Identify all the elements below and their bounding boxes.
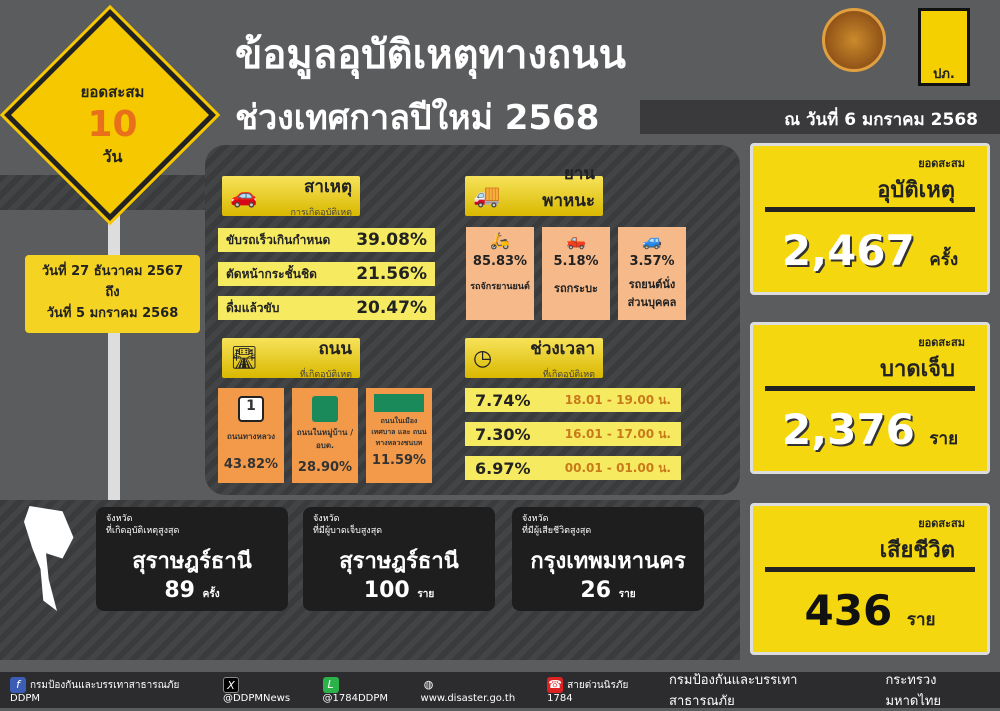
road-card: 1 ถนนทางหลวง 43.82%: [218, 388, 284, 483]
pickup-icon: 🛻: [566, 231, 586, 250]
facebook-icon: f: [10, 676, 26, 693]
stat-deaths: ยอดสะสม เสียชีวิต 436 ราย: [750, 503, 990, 655]
line-link[interactable]: L@1784DDPM: [322, 676, 389, 704]
road-card: ถนนในหมู่บ้าน / อบต. 28.90%: [292, 388, 358, 483]
province-card-deaths: จังหวัด ที่มีผู้เสียชีวิตสูงสุด กรุงเทพมห…: [512, 507, 704, 611]
x-link[interactable]: X@DDPMNews: [222, 676, 291, 704]
time-item: 7.30% 16.01 - 17.00 น.: [465, 422, 681, 446]
line-icon: L: [322, 676, 339, 693]
hotline[interactable]: ☎ สายด่วนนิรภัย 1784: [547, 676, 629, 704]
phone-icon: ☎: [547, 676, 564, 693]
ddpm-logo: ปภ.: [918, 8, 970, 86]
roads-header: 🛣 ถนน ที่เกิดอุบัติเหตุ: [222, 338, 360, 380]
motorcycle-icon: 🛵: [490, 231, 510, 250]
footer: f กรมป้องกันและบรรเทาสาธารณภัย DDPM X@DDP…: [0, 672, 1000, 709]
x-icon: X: [222, 676, 239, 693]
car-crash-icon: 🚗: [230, 183, 258, 209]
times-header: ◷ ช่วงเวลา ที่เกิดอุบัติเหตุ: [465, 338, 603, 380]
globe-icon: ◍: [423, 677, 434, 691]
government-seal-logo: [822, 8, 886, 72]
time-item: 6.97% 00.01 - 01.00 น.: [465, 456, 681, 480]
vehicles-list: 🛵 85.83% รถจักรยานยนต์ 🛻 5.18% รถกระบะ 🚙 3.57…: [466, 227, 686, 320]
date-range: วันที่ 27 ธันวาคม 2567 ถึง วันที่ 5 มกราคม…: [25, 255, 200, 333]
causes-list: ขับรถเร็วเกินกำหนด 39.08% ตัดหน้ากระชั้นช…: [218, 228, 435, 320]
title-line1: ข้อมูลอุบัติเหตุทางถนน: [235, 32, 626, 78]
stat-injuries: ยอดสะสม บาดเจ็บ 2,376 ราย: [750, 322, 990, 474]
title-line2: ช่วงเทศกาลปีใหม่ 2568: [235, 98, 600, 138]
footer-org: กรมป้องกันและบรรเทาสาธารณภัย: [669, 673, 798, 709]
tow-truck-icon: 🚚: [473, 183, 501, 209]
roads-list: 1 ถนนทางหลวง 43.82% ถนนในหมู่บ้าน / อบต. 28…: [218, 388, 438, 483]
facebook-link[interactable]: f กรมป้องกันและบรรเทาสาธารณภัย DDPM: [10, 676, 180, 704]
road-card: ถนนในเมือง เทศบาล และ ถนนทางหลวงชนบท 11.5…: [366, 388, 432, 483]
vehicles-header: 🚚 ยานพาหนะที่เกิดอุบัติเหตุ: [465, 164, 603, 232]
vehicle-card: 🛻 5.18% รถกระบะ: [542, 227, 610, 320]
website-link[interactable]: ◍www.disaster.go.th: [420, 677, 516, 704]
times-list: 7.74% 18.01 - 19.00 น. 7.30% 16.01 - 17.00…: [465, 388, 681, 480]
stat-accidents: ยอดสะสม อุบัติเหตุ 2,467 ครั้ง: [750, 143, 990, 295]
city-road-sign-icon: [374, 394, 424, 412]
vehicle-card: 🚙 3.57% รถยนต์นั่งส่วนบุคคล: [618, 227, 686, 320]
cause-item: ตัดหน้ากระชั้นชิด 21.56%: [218, 262, 435, 286]
time-item: 7.74% 18.01 - 19.00 น.: [465, 388, 681, 412]
rural-road-sign-icon: [312, 396, 338, 422]
sign-text: ยอดสะสม 10 วัน: [80, 83, 145, 166]
causes-header: 🚗 สาเหตุ การเกิดอุบัติเหตุ: [222, 176, 360, 218]
report-date: ณ วันที่ 6 มกราคม 2568: [640, 100, 1000, 134]
car-icon: 🚙: [642, 231, 662, 250]
province-card-accidents: จังหวัด ที่เกิดอุบัติเหตุสูงสุด สุราษฎร์ธ…: [96, 507, 288, 611]
cause-item: ขับรถเร็วเกินกำหนด 39.08%: [218, 228, 435, 252]
cause-item: ดื่มแล้วขับ 20.47%: [218, 296, 435, 320]
province-card-injuries: จังหวัด ที่มีผู้บาดเจ็บสูงสุด สุราษฎร์ธาน…: [303, 507, 495, 611]
clock-icon: ◷: [473, 345, 493, 371]
footer-ministry: กระทรวงมหาดไทย: [885, 673, 942, 709]
sign-pole: [108, 200, 120, 500]
highway-sign-icon: 1: [238, 396, 264, 422]
road-icon: 🛣: [230, 345, 258, 371]
vehicle-card: 🛵 85.83% รถจักรยานยนต์: [466, 227, 534, 320]
